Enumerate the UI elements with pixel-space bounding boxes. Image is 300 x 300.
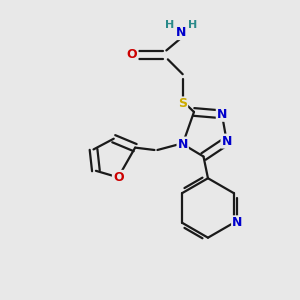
Text: N: N [178,138,188,151]
Text: H: H [165,20,174,30]
Text: N: N [221,135,232,148]
Text: N: N [176,26,186,39]
Text: H: H [188,20,198,30]
Text: N: N [217,108,227,121]
Text: S: S [178,98,187,110]
Text: O: O [127,48,137,62]
Text: N: N [232,216,242,229]
Text: O: O [113,171,124,184]
